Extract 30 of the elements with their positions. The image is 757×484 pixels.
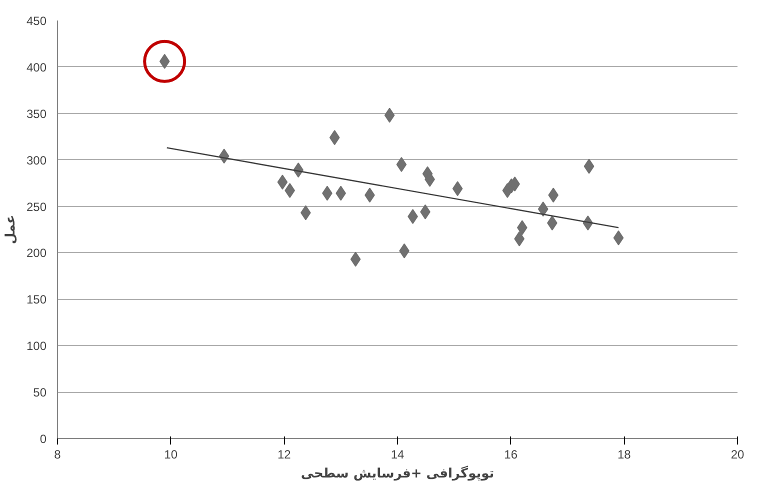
x-tick-label: 14 [390, 448, 404, 462]
y-tick-label: 400 [26, 60, 47, 74]
point [329, 130, 340, 146]
point [384, 108, 395, 123]
y-tick-label: 250 [26, 200, 47, 214]
point [613, 230, 624, 246]
x-tick-label: 16 [504, 448, 518, 462]
point [396, 156, 407, 172]
point [350, 252, 361, 267]
point [143, 40, 186, 83]
y-tick-label: 0 [40, 432, 47, 446]
point [538, 202, 548, 217]
y-tick-label: 300 [26, 153, 47, 168]
point [584, 158, 594, 174]
x-tick-label: 12 [277, 448, 292, 462]
y-tick-label: 50 [33, 386, 47, 400]
x-tick-label: 10 [164, 448, 178, 462]
y-tick-label: 150 [26, 292, 47, 307]
point [452, 181, 463, 196]
x-axis-title: توپوگرافی +فرسایش سطحی [300, 466, 494, 482]
x-tick-label: 18 [617, 448, 632, 462]
y-tick-label: 100 [26, 339, 47, 354]
x-tick-label: 20 [730, 448, 744, 462]
x-tick-label: 8 [54, 448, 62, 462]
point [277, 174, 288, 190]
y-tick-label: 350 [26, 106, 47, 121]
y-tick-label: 200 [26, 246, 47, 260]
y-axis-title: عمل [3, 214, 18, 244]
y-tick-label: 450 [26, 14, 47, 28]
point [547, 216, 558, 230]
